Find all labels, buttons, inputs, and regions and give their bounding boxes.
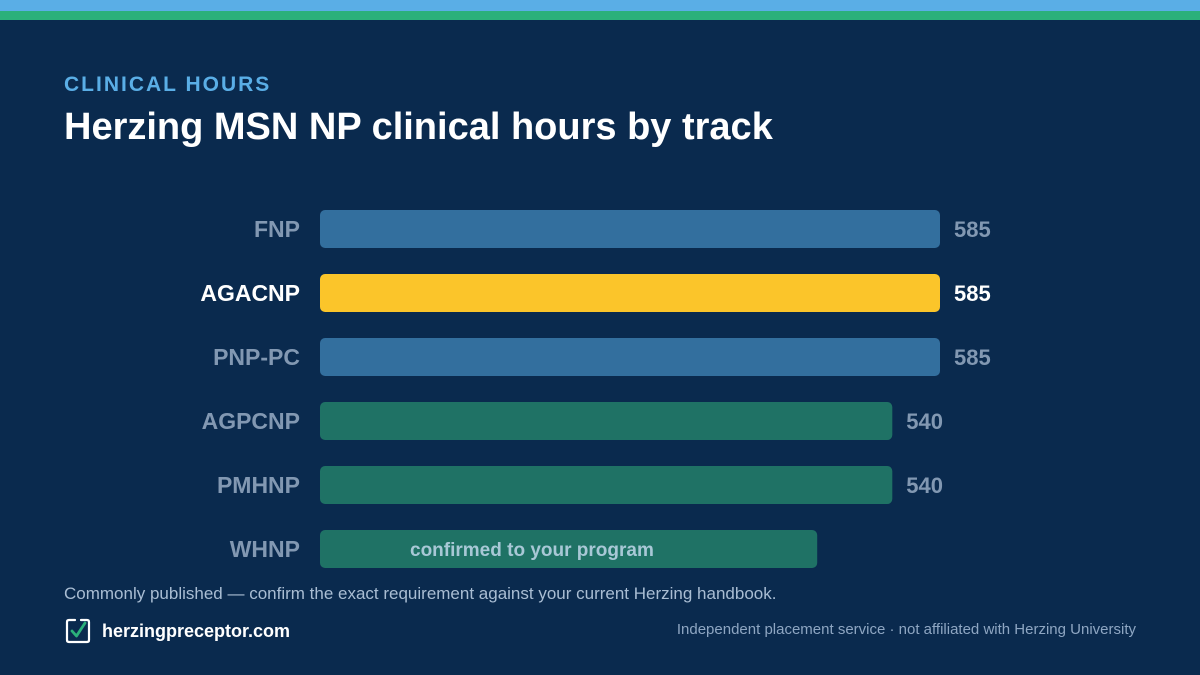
bar-agacnp (320, 274, 940, 312)
bar-whnp (320, 530, 818, 568)
value-label-agacnp: 585 (954, 281, 991, 306)
category-label-agpcnp: AGPCNP (202, 408, 300, 434)
footnote: Commonly published — confirm the exact r… (64, 584, 777, 603)
category-label-fnp: FNP (254, 216, 300, 242)
value-label-fnp: 585 (954, 217, 991, 242)
chart-title: Herzing MSN NP clinical hours by track (64, 106, 773, 148)
category-label-pmhnp: PMHNP (217, 472, 300, 498)
eyebrow-label: CLINICAL HOURS (64, 73, 272, 96)
brand: herzingpreceptor.com (64, 617, 290, 645)
top-accent-stripe (0, 0, 1200, 20)
brand-name: herzingpreceptor.com (102, 620, 291, 641)
category-label-agacnp: AGACNP (200, 280, 300, 306)
value-label-pnp-pc: 585 (954, 345, 991, 370)
stripe-green (0, 11, 1200, 20)
value-label-agpcnp: 540 (906, 409, 943, 434)
bar-annotation-whnp: confirmed to your program (410, 540, 654, 561)
check-badge-icon (65, 618, 91, 644)
bar-pnp-pc (320, 338, 940, 376)
bar-fnp (320, 210, 940, 248)
category-label-pnp-pc: PNP-PC (213, 344, 300, 370)
stripe-blue (0, 0, 1200, 11)
bar-pmhnp (320, 466, 893, 504)
category-label-whnp: WHNP (230, 536, 300, 562)
disclaimer: Independent placement service · not affi… (676, 621, 1136, 638)
value-label-pmhnp: 540 (906, 473, 943, 498)
bar-agpcnp (320, 402, 893, 440)
